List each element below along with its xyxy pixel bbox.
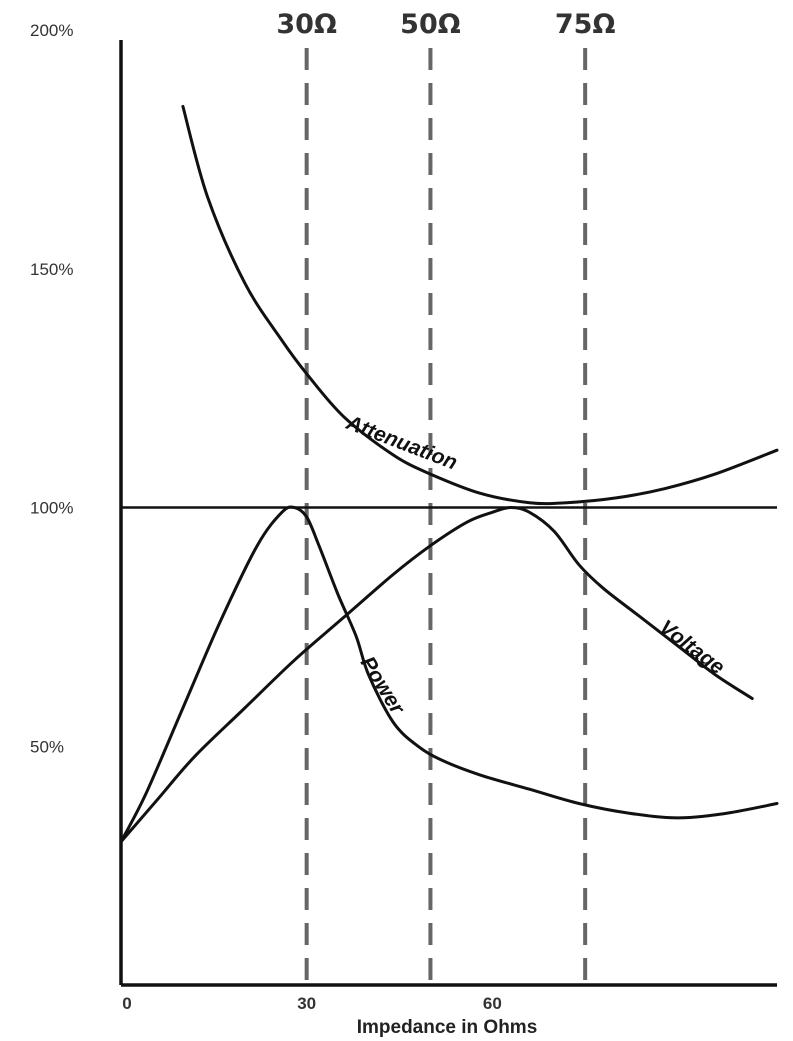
x-tick-labels: 0 30 60 (122, 994, 502, 1013)
y-tick-label: 200% (30, 21, 73, 40)
series-label-attenuation: Attenuation (342, 411, 460, 475)
x-tick-label: 30 (297, 994, 316, 1013)
reference-label-75: 75Ω (555, 9, 616, 40)
y-tick-label: 150% (30, 260, 73, 279)
reference-label-50: 50Ω (400, 9, 461, 40)
series-label-power: Power (356, 652, 410, 719)
series-line-voltage (119, 506, 754, 844)
series-line-attenuation (181, 104, 779, 506)
series-label-voltage: Voltage (655, 616, 729, 680)
reference-label-30: 30Ω (276, 9, 337, 40)
x-tick-label: 60 (483, 994, 502, 1013)
series-line-power (119, 505, 779, 844)
x-axis-label: Impedance in Ohms (357, 1017, 538, 1038)
x-tick-label: 0 (122, 994, 131, 1013)
curves (119, 104, 779, 844)
y-tick-label: 100% (30, 499, 73, 518)
reference-lines: 30Ω 50Ω 75Ω (276, 9, 615, 985)
y-tick-labels: 200% 150% 100% 50% (30, 21, 73, 756)
curve-labels: Attenuation Power Voltage (342, 411, 729, 720)
y-tick-label: 50% (30, 737, 64, 756)
